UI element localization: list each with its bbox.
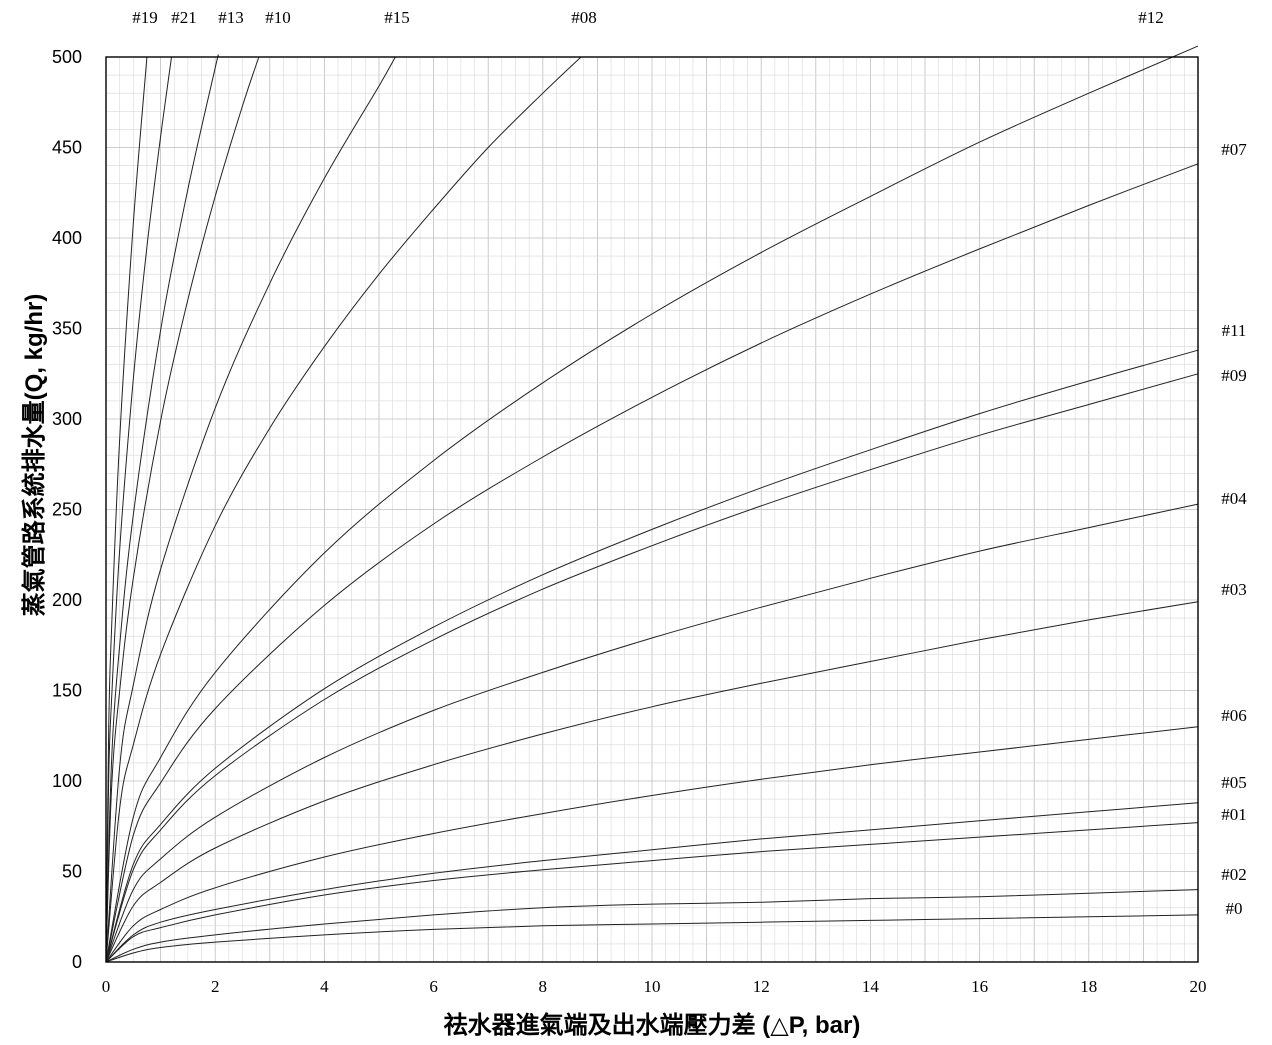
series-label: #10 bbox=[265, 8, 291, 27]
y-tick-label: 200 bbox=[52, 590, 82, 610]
series-label: #07 bbox=[1221, 140, 1247, 159]
x-tick-label: 2 bbox=[211, 977, 220, 996]
series-label: #19 bbox=[132, 8, 158, 27]
y-axis-ticks: 0 50 100 150 200 250 300 350 400 450 500 bbox=[52, 47, 82, 972]
x-axis-ticks: 0 2 4 6 8 10 12 14 16 18 20 bbox=[102, 977, 1207, 996]
series-label: #02 bbox=[1221, 865, 1247, 884]
y-tick-label: 0 bbox=[72, 952, 82, 972]
x-tick-label: 14 bbox=[862, 977, 880, 996]
series-line bbox=[105, 45, 1199, 963]
series-label: #03 bbox=[1221, 580, 1247, 599]
series-label: #06 bbox=[1221, 706, 1247, 725]
series-label: #0 bbox=[1226, 899, 1243, 918]
series-line bbox=[105, 822, 1199, 963]
y-tick-label: 300 bbox=[52, 409, 82, 429]
series-line bbox=[105, 349, 1199, 963]
y-tick-label: 150 bbox=[52, 681, 82, 701]
y-tick-label: 450 bbox=[52, 138, 82, 158]
x-tick-label: 16 bbox=[971, 977, 988, 996]
x-tick-label: 8 bbox=[539, 977, 548, 996]
series-line bbox=[105, 802, 1199, 963]
series-label: #05 bbox=[1221, 773, 1247, 792]
x-tick-label: 0 bbox=[102, 977, 111, 996]
y-tick-label: 500 bbox=[52, 47, 82, 67]
series-line bbox=[105, 54, 219, 963]
series-label: #01 bbox=[1221, 805, 1247, 824]
series-label: #08 bbox=[571, 8, 597, 27]
series-line bbox=[105, 601, 1199, 963]
series-line bbox=[105, 373, 1199, 963]
series-line bbox=[105, 56, 582, 963]
x-tick-label: 18 bbox=[1080, 977, 1097, 996]
series-line bbox=[105, 56, 260, 963]
series-labels: #19 #21 #13 #10 #15 #08 #12 #07 #11 #09 #04 #03 #06 #… bbox=[132, 8, 1247, 918]
x-axis-title: 祛水器進氣端及出水端壓力差 (△P, bar) bbox=[444, 1011, 861, 1039]
x-tick-label: 20 bbox=[1190, 977, 1207, 996]
series-line bbox=[105, 56, 172, 963]
series-label: #11 bbox=[1222, 321, 1247, 340]
series-line bbox=[105, 726, 1199, 963]
x-tick-label: 12 bbox=[753, 977, 770, 996]
series-line bbox=[105, 914, 1199, 963]
y-tick-label: 400 bbox=[52, 228, 82, 248]
series-line bbox=[105, 56, 148, 963]
y-tick-label: 50 bbox=[62, 862, 82, 882]
series-label: #15 bbox=[384, 8, 410, 27]
series-line bbox=[105, 56, 396, 963]
x-tick-label: 4 bbox=[320, 977, 329, 996]
series-line bbox=[105, 889, 1199, 963]
x-tick-label: 6 bbox=[429, 977, 438, 996]
series-label: #21 bbox=[171, 8, 197, 27]
y-tick-label: 100 bbox=[52, 771, 82, 791]
series-label: #09 bbox=[1221, 366, 1247, 385]
series-line bbox=[105, 163, 1199, 963]
y-tick-label: 350 bbox=[52, 319, 82, 339]
y-axis-title: 蒸氣管路系統排水量(Q, kg/hr) bbox=[20, 294, 48, 617]
series-label: #13 bbox=[218, 8, 244, 27]
series-lines bbox=[105, 45, 1199, 963]
x-tick-label: 10 bbox=[644, 977, 661, 996]
series-line bbox=[105, 503, 1199, 963]
series-label: #04 bbox=[1221, 489, 1247, 508]
plot-frame bbox=[105, 56, 1199, 963]
y-tick-label: 250 bbox=[52, 500, 82, 520]
series-label: #12 bbox=[1138, 8, 1164, 27]
plot-grid bbox=[105, 56, 1199, 963]
